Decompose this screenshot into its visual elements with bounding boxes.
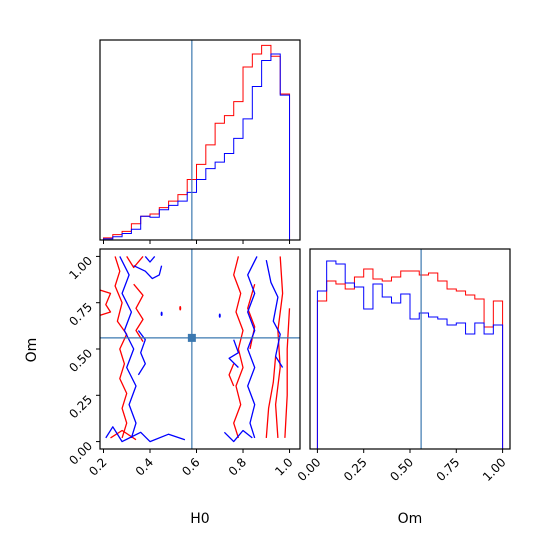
hist-om-frame <box>309 248 511 450</box>
xtick-label-h0: 0.8 <box>226 455 249 478</box>
xtick-label-om: 0.25 <box>341 455 370 484</box>
ytick-label-om: 0.50 <box>66 346 95 375</box>
ytick-label-om: 0.75 <box>66 300 95 329</box>
xtick-label-h0: 0.4 <box>133 455 156 478</box>
contour-island-blue <box>160 311 163 317</box>
contour-blue <box>247 256 258 439</box>
x-axis-label-h0: H0 <box>190 511 209 527</box>
contour-red <box>100 289 112 317</box>
y-axis-label-om: Om <box>24 338 40 363</box>
truth-marker <box>187 333 196 342</box>
contour-red <box>126 255 144 269</box>
contour-blue <box>119 256 137 439</box>
x-axis-label-om: Om <box>398 511 423 527</box>
hist-om-series-blue <box>316 260 504 449</box>
hist-h0-series-red <box>102 44 291 240</box>
contour-blue <box>265 259 284 368</box>
contour-red <box>133 283 144 342</box>
xtick-label-om: 0.00 <box>295 455 324 484</box>
contour-red <box>233 256 244 439</box>
contour-red <box>274 256 284 438</box>
xtick-label-om: 0.50 <box>387 455 416 484</box>
contour-red <box>284 308 291 438</box>
xtick-label-om: 1.00 <box>480 455 509 484</box>
xtick-label-h0: 0.2 <box>86 455 109 478</box>
contour-red <box>265 356 277 438</box>
contour-blue <box>133 265 163 280</box>
contour-blue <box>137 330 146 376</box>
contour-blue <box>228 339 240 368</box>
hist-h0-frame <box>99 39 301 241</box>
contour-red <box>114 256 128 439</box>
hist-h0-series-blue <box>102 53 291 240</box>
contour-blue <box>144 255 156 263</box>
hist-om-series-red <box>316 268 504 449</box>
contour-red <box>228 363 235 387</box>
contour-island-blue <box>218 313 221 318</box>
contour-island-red <box>179 306 182 311</box>
panel-contour-h0-om: 0.2 0.4 0.6 0.8 1.00.000.250.500.751.00 <box>66 248 301 479</box>
xtick-label-h0: 0.6 <box>179 455 202 478</box>
panel-hist-om: 0.00 0.25 0.50 0.75 1.00 <box>295 248 511 484</box>
contour-blue <box>223 429 253 443</box>
ytick-label-om: 1.00 <box>66 254 95 283</box>
xtick-label-om: 0.75 <box>434 455 463 484</box>
xtick-label-h0: 1.0 <box>272 455 295 478</box>
ytick-label-om: 0.25 <box>66 393 95 422</box>
contour-blue <box>105 426 186 443</box>
panel-hist-h0 <box>99 39 301 244</box>
